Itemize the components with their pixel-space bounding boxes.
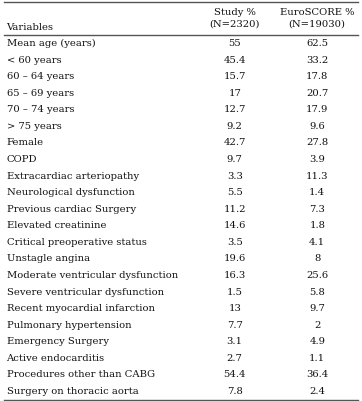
Text: 16.3: 16.3	[224, 271, 246, 280]
Text: 2.7: 2.7	[227, 354, 243, 363]
Text: 11.3: 11.3	[306, 172, 328, 180]
Text: Previous cardiac Surgery: Previous cardiac Surgery	[7, 205, 136, 214]
Text: 9.7: 9.7	[227, 155, 243, 164]
Text: 1.1: 1.1	[309, 354, 325, 363]
Text: 1.4: 1.4	[309, 188, 325, 197]
Text: 3.9: 3.9	[309, 155, 325, 164]
Text: 19.6: 19.6	[224, 254, 246, 263]
Text: > 75 years: > 75 years	[7, 122, 61, 131]
Text: Mean age (years): Mean age (years)	[7, 39, 95, 48]
Text: 14.6: 14.6	[224, 221, 246, 230]
Text: Critical preoperative status: Critical preoperative status	[7, 238, 146, 247]
Text: 9.2: 9.2	[227, 122, 243, 131]
Text: 25.6: 25.6	[306, 271, 328, 280]
Text: 3.3: 3.3	[227, 172, 243, 180]
Text: Recent myocardial infarction: Recent myocardial infarction	[7, 304, 155, 313]
Text: 54.4: 54.4	[223, 371, 246, 379]
Text: 17.8: 17.8	[306, 72, 328, 81]
Text: 13: 13	[228, 304, 241, 313]
Text: 70 – 74 years: 70 – 74 years	[7, 105, 74, 114]
Text: Neurological dysfunction: Neurological dysfunction	[7, 188, 134, 197]
Text: 60 – 64 years: 60 – 64 years	[7, 72, 74, 81]
Text: 3.5: 3.5	[227, 238, 243, 247]
Text: 55: 55	[228, 39, 241, 48]
Text: 9.7: 9.7	[309, 304, 325, 313]
Text: Emergency Surgery: Emergency Surgery	[7, 337, 109, 346]
Text: EuroSCORE %
(N=19030): EuroSCORE % (N=19030)	[280, 8, 354, 29]
Text: 45.4: 45.4	[223, 55, 246, 65]
Text: 27.8: 27.8	[306, 138, 328, 148]
Text: Surgery on thoracic aorta: Surgery on thoracic aorta	[7, 387, 138, 396]
Text: 65 – 69 years: 65 – 69 years	[7, 89, 73, 98]
Text: 20.7: 20.7	[306, 89, 328, 98]
Text: 2: 2	[314, 321, 320, 330]
Text: 8: 8	[314, 254, 320, 263]
Text: 17.9: 17.9	[306, 105, 328, 114]
Text: Pulmonary hypertension: Pulmonary hypertension	[7, 321, 131, 330]
Text: 15.7: 15.7	[224, 72, 246, 81]
Text: Procedures other than CABG: Procedures other than CABG	[7, 371, 155, 379]
Text: 12.7: 12.7	[224, 105, 246, 114]
Text: Variables: Variables	[7, 23, 54, 32]
Text: 5.8: 5.8	[309, 288, 325, 297]
Text: Active endocarditis: Active endocarditis	[7, 354, 105, 363]
Text: Female: Female	[7, 138, 44, 148]
Text: 1.8: 1.8	[309, 221, 325, 230]
Text: Severe ventricular dysfunction: Severe ventricular dysfunction	[7, 288, 164, 297]
Text: 62.5: 62.5	[306, 39, 328, 48]
Text: 3.1: 3.1	[227, 337, 243, 346]
Text: 17: 17	[228, 89, 241, 98]
Text: 9.6: 9.6	[310, 122, 325, 131]
Text: < 60 years: < 60 years	[7, 55, 61, 65]
Text: 7.7: 7.7	[227, 321, 243, 330]
Text: 11.2: 11.2	[223, 205, 246, 214]
Text: 7.8: 7.8	[227, 387, 243, 396]
Text: 1.5: 1.5	[227, 288, 243, 297]
Text: 33.2: 33.2	[306, 55, 328, 65]
Text: Study %
(N=2320): Study % (N=2320)	[210, 8, 260, 29]
Text: 5.5: 5.5	[227, 188, 243, 197]
Text: 2.4: 2.4	[309, 387, 325, 396]
Text: Elevated creatinine: Elevated creatinine	[7, 221, 106, 230]
Text: 36.4: 36.4	[306, 371, 328, 379]
Text: 7.3: 7.3	[309, 205, 325, 214]
Text: Unstagle angina: Unstagle angina	[7, 254, 90, 263]
Text: COPD: COPD	[7, 155, 37, 164]
Text: 4.9: 4.9	[309, 337, 325, 346]
Text: 4.1: 4.1	[309, 238, 325, 247]
Text: Extracardiac arteriopathy: Extracardiac arteriopathy	[7, 172, 139, 180]
Text: Moderate ventricular dysfunction: Moderate ventricular dysfunction	[7, 271, 178, 280]
Text: 42.7: 42.7	[224, 138, 246, 148]
